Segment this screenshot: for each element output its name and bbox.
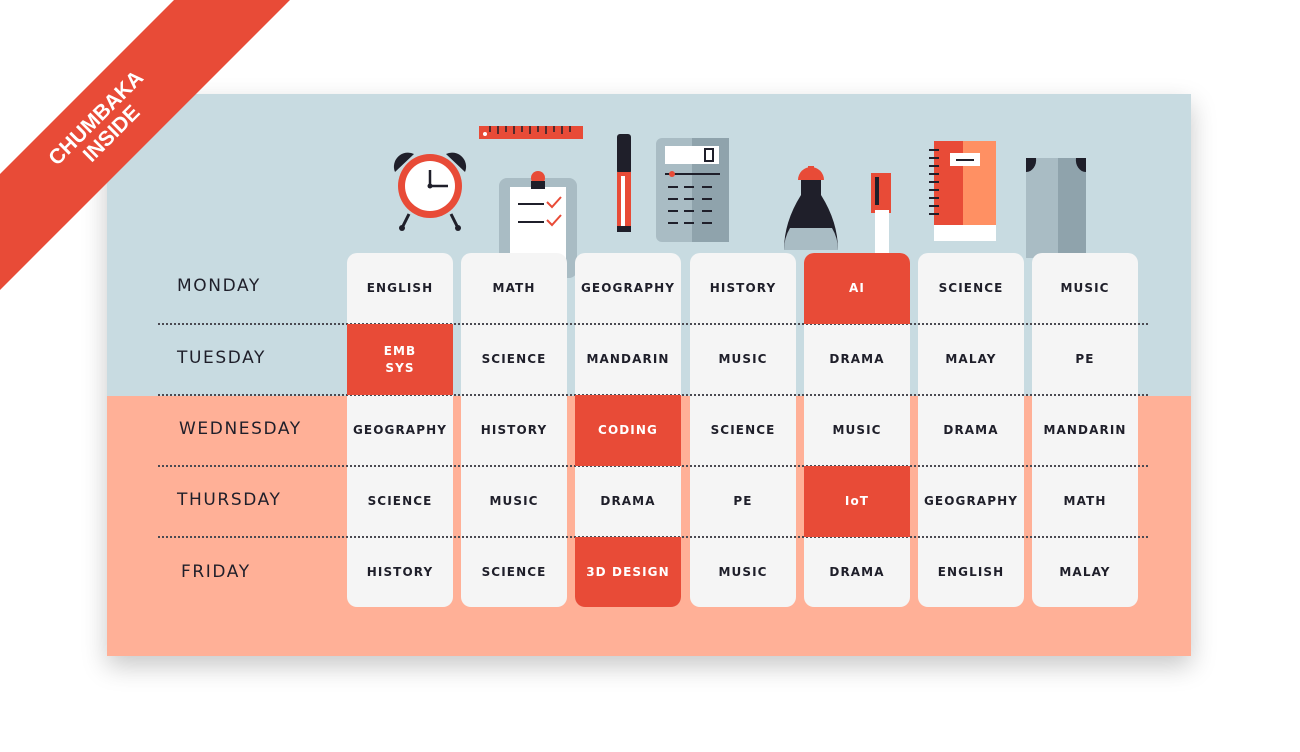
subject-column [1032, 253, 1138, 607]
subject-column [918, 253, 1024, 607]
notebook-icon [929, 141, 996, 241]
schedule-cell-thu-3[interactable]: DRAMA [600, 494, 656, 508]
schedule-cell-thu-4[interactable]: PE [733, 494, 753, 508]
banner-line-2: INSIDE [78, 100, 145, 167]
banner-line-1: CHUMBAKA [44, 66, 149, 171]
schedule-cell-mon-5[interactable]: AI [804, 253, 910, 324]
schedule-cell-thu-7[interactable]: MATH [1063, 494, 1107, 508]
schedule-cell-wed-4[interactable]: SCIENCE [710, 423, 776, 437]
schedule-cell-tue-2[interactable]: SCIENCE [481, 352, 547, 366]
alarm-clock-icon [393, 152, 467, 231]
schedule-cell-tue-3[interactable]: MANDARIN [586, 352, 670, 366]
schedule-cell-tue-6[interactable]: MALAY [945, 352, 997, 366]
schedule-cell-mon-4[interactable]: HISTORY [709, 281, 777, 295]
ruler-icon [479, 126, 583, 139]
schedule-cell-wed-5[interactable]: MUSIC [832, 423, 882, 437]
day-label-wednesday: WEDNESDAY [179, 419, 302, 439]
schedule-cell-mon-7[interactable]: MUSIC [1060, 281, 1110, 295]
marker-icon [617, 134, 631, 232]
subject-column [690, 253, 796, 607]
schedule-cell-wed-3[interactable]: CODING [575, 395, 681, 466]
calculator-icon [656, 138, 729, 242]
schedule-cell-fri-1[interactable]: HISTORY [366, 564, 434, 579]
schedule-cell-mon-6[interactable]: SCIENCE [938, 281, 1004, 295]
day-label-tuesday: TUESDAY [177, 348, 267, 368]
subject-column [347, 253, 453, 607]
schedule-cell-wed-1[interactable]: GEOGRAPHY [352, 423, 448, 437]
schedule-cell-thu-2[interactable]: MUSIC [489, 494, 539, 508]
schedule-cell-fri-4[interactable]: MUSIC [718, 564, 768, 579]
schedule-cell-tue-5[interactable]: DRAMA [829, 352, 885, 366]
schedule-cell-wed-2[interactable]: HISTORY [480, 423, 548, 437]
pants-icon [1026, 158, 1086, 258]
day-label-friday: FRIDAY [181, 562, 251, 582]
day-label-monday: MONDAY [177, 276, 261, 296]
schedule-cell-tue-1[interactable]: EMB SYS [347, 324, 453, 395]
schedule-cell-fri-7[interactable]: MALAY [1059, 564, 1111, 579]
corner-banner: CHUMBAKA INSIDE [0, 0, 330, 330]
flask-icon [784, 166, 838, 250]
schedule-cell-fri-6[interactable]: ENGLISH [937, 564, 1005, 579]
schedule-cell-mon-2[interactable]: MATH [492, 281, 536, 295]
subject-column [461, 253, 567, 607]
row-divider [158, 465, 1148, 467]
row-divider [158, 323, 1148, 325]
schedule-cell-wed-7[interactable]: MANDARIN [1043, 423, 1127, 437]
schedule-cell-wed-6[interactable]: DRAMA [943, 423, 999, 437]
schedule-cell-thu-5[interactable]: IoT [804, 466, 910, 537]
schedule-cell-tue-4[interactable]: MUSIC [718, 352, 768, 366]
day-label-thursday: THURSDAY [177, 490, 282, 510]
schedule-cell-mon-3[interactable]: GEOGRAPHY [580, 281, 676, 295]
schedule-cell-thu-6[interactable]: GEOGRAPHY [923, 494, 1019, 508]
schedule-cell-tue-7[interactable]: PE [1075, 352, 1095, 366]
chumbaka-ribbon: CHUMBAKA INSIDE [0, 0, 297, 319]
schedule-cell-thu-1[interactable]: SCIENCE [367, 494, 433, 508]
schedule-cell-fri-3[interactable]: 3D DESIGN [575, 537, 681, 607]
schedule-cell-fri-5[interactable]: DRAMA [829, 564, 885, 579]
pen-icon [871, 173, 891, 255]
schedule-cell-fri-2[interactable]: SCIENCE [481, 564, 547, 579]
schedule-cell-mon-1[interactable]: ENGLISH [366, 281, 434, 295]
